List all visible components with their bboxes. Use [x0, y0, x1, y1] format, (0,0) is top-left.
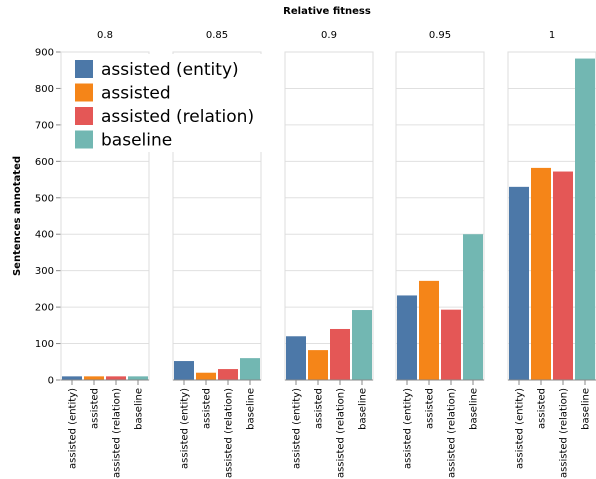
bar [419, 280, 439, 380]
y-tick-label: 800 [35, 84, 54, 95]
bar [240, 358, 260, 380]
facet-label: 0.85 [206, 30, 228, 41]
x-tick-label: assisted (entity) [180, 388, 191, 469]
x-tick-label: assisted (entity) [68, 388, 79, 469]
x-tick-label: assisted [425, 388, 436, 429]
bar [128, 376, 148, 380]
x-tick-label: baseline [134, 388, 145, 430]
facet-title: Relative fitness [283, 6, 371, 17]
bar [397, 295, 417, 380]
x-tick-label: assisted (relation) [224, 388, 235, 478]
bar [106, 376, 126, 380]
bar [308, 350, 328, 380]
x-tick-label: assisted [90, 388, 101, 429]
x-tick-label: assisted (relation) [559, 388, 570, 478]
bar [62, 376, 82, 380]
legend-label: assisted (relation) [101, 107, 254, 127]
bar [352, 310, 372, 380]
bar [196, 372, 216, 380]
y-tick-label: 400 [35, 230, 54, 241]
x-tick-label: assisted [314, 388, 325, 429]
x-tick-label: assisted [537, 388, 548, 429]
facet-label: 0.95 [429, 30, 451, 41]
legend-label: assisted (entity) [101, 60, 239, 80]
bar [84, 376, 104, 380]
bar [553, 171, 573, 380]
y-tick-label: 900 [35, 48, 54, 59]
y-tick-label: 0 [48, 376, 54, 387]
bar [330, 328, 350, 380]
x-tick-label: assisted (entity) [403, 388, 414, 469]
x-tick-label: assisted (relation) [336, 388, 347, 478]
legend-swatch [75, 130, 93, 149]
bar [509, 186, 529, 380]
bar [286, 336, 306, 380]
facet-label: 0.8 [97, 30, 113, 41]
x-tick-label: baseline [469, 388, 480, 430]
x-tick-label: assisted (relation) [112, 388, 123, 478]
y-tick-label: 200 [35, 303, 54, 314]
bar [531, 167, 551, 380]
bar [463, 234, 483, 380]
legend-background [62, 54, 276, 152]
facet-label: 0.9 [321, 30, 337, 41]
bar [441, 309, 461, 380]
x-tick-label: assisted (entity) [292, 388, 303, 469]
facet-label: 1 [549, 30, 555, 41]
legend-swatch [75, 83, 93, 102]
y-tick-label: 500 [35, 193, 54, 204]
x-tick-label: assisted [202, 388, 213, 429]
y-axis-title: Sentences annotated [12, 156, 23, 276]
legend-label: assisted [101, 84, 171, 104]
legend-swatch [75, 60, 93, 78]
y-tick-label: 100 [35, 339, 54, 350]
y-tick-label: 300 [35, 266, 54, 277]
y-tick-label: 600 [35, 157, 54, 168]
x-tick-label: baseline [581, 388, 592, 430]
y-tick-label: 700 [35, 120, 54, 131]
bar [174, 361, 194, 380]
x-tick-label: assisted (entity) [515, 388, 526, 469]
legend-label: baseline [101, 131, 172, 151]
x-tick-label: assisted (relation) [447, 388, 458, 478]
x-tick-label: baseline [246, 388, 257, 430]
bar [218, 369, 238, 380]
bar [575, 58, 595, 381]
legend-swatch [75, 107, 93, 125]
x-tick-label: baseline [358, 388, 369, 430]
